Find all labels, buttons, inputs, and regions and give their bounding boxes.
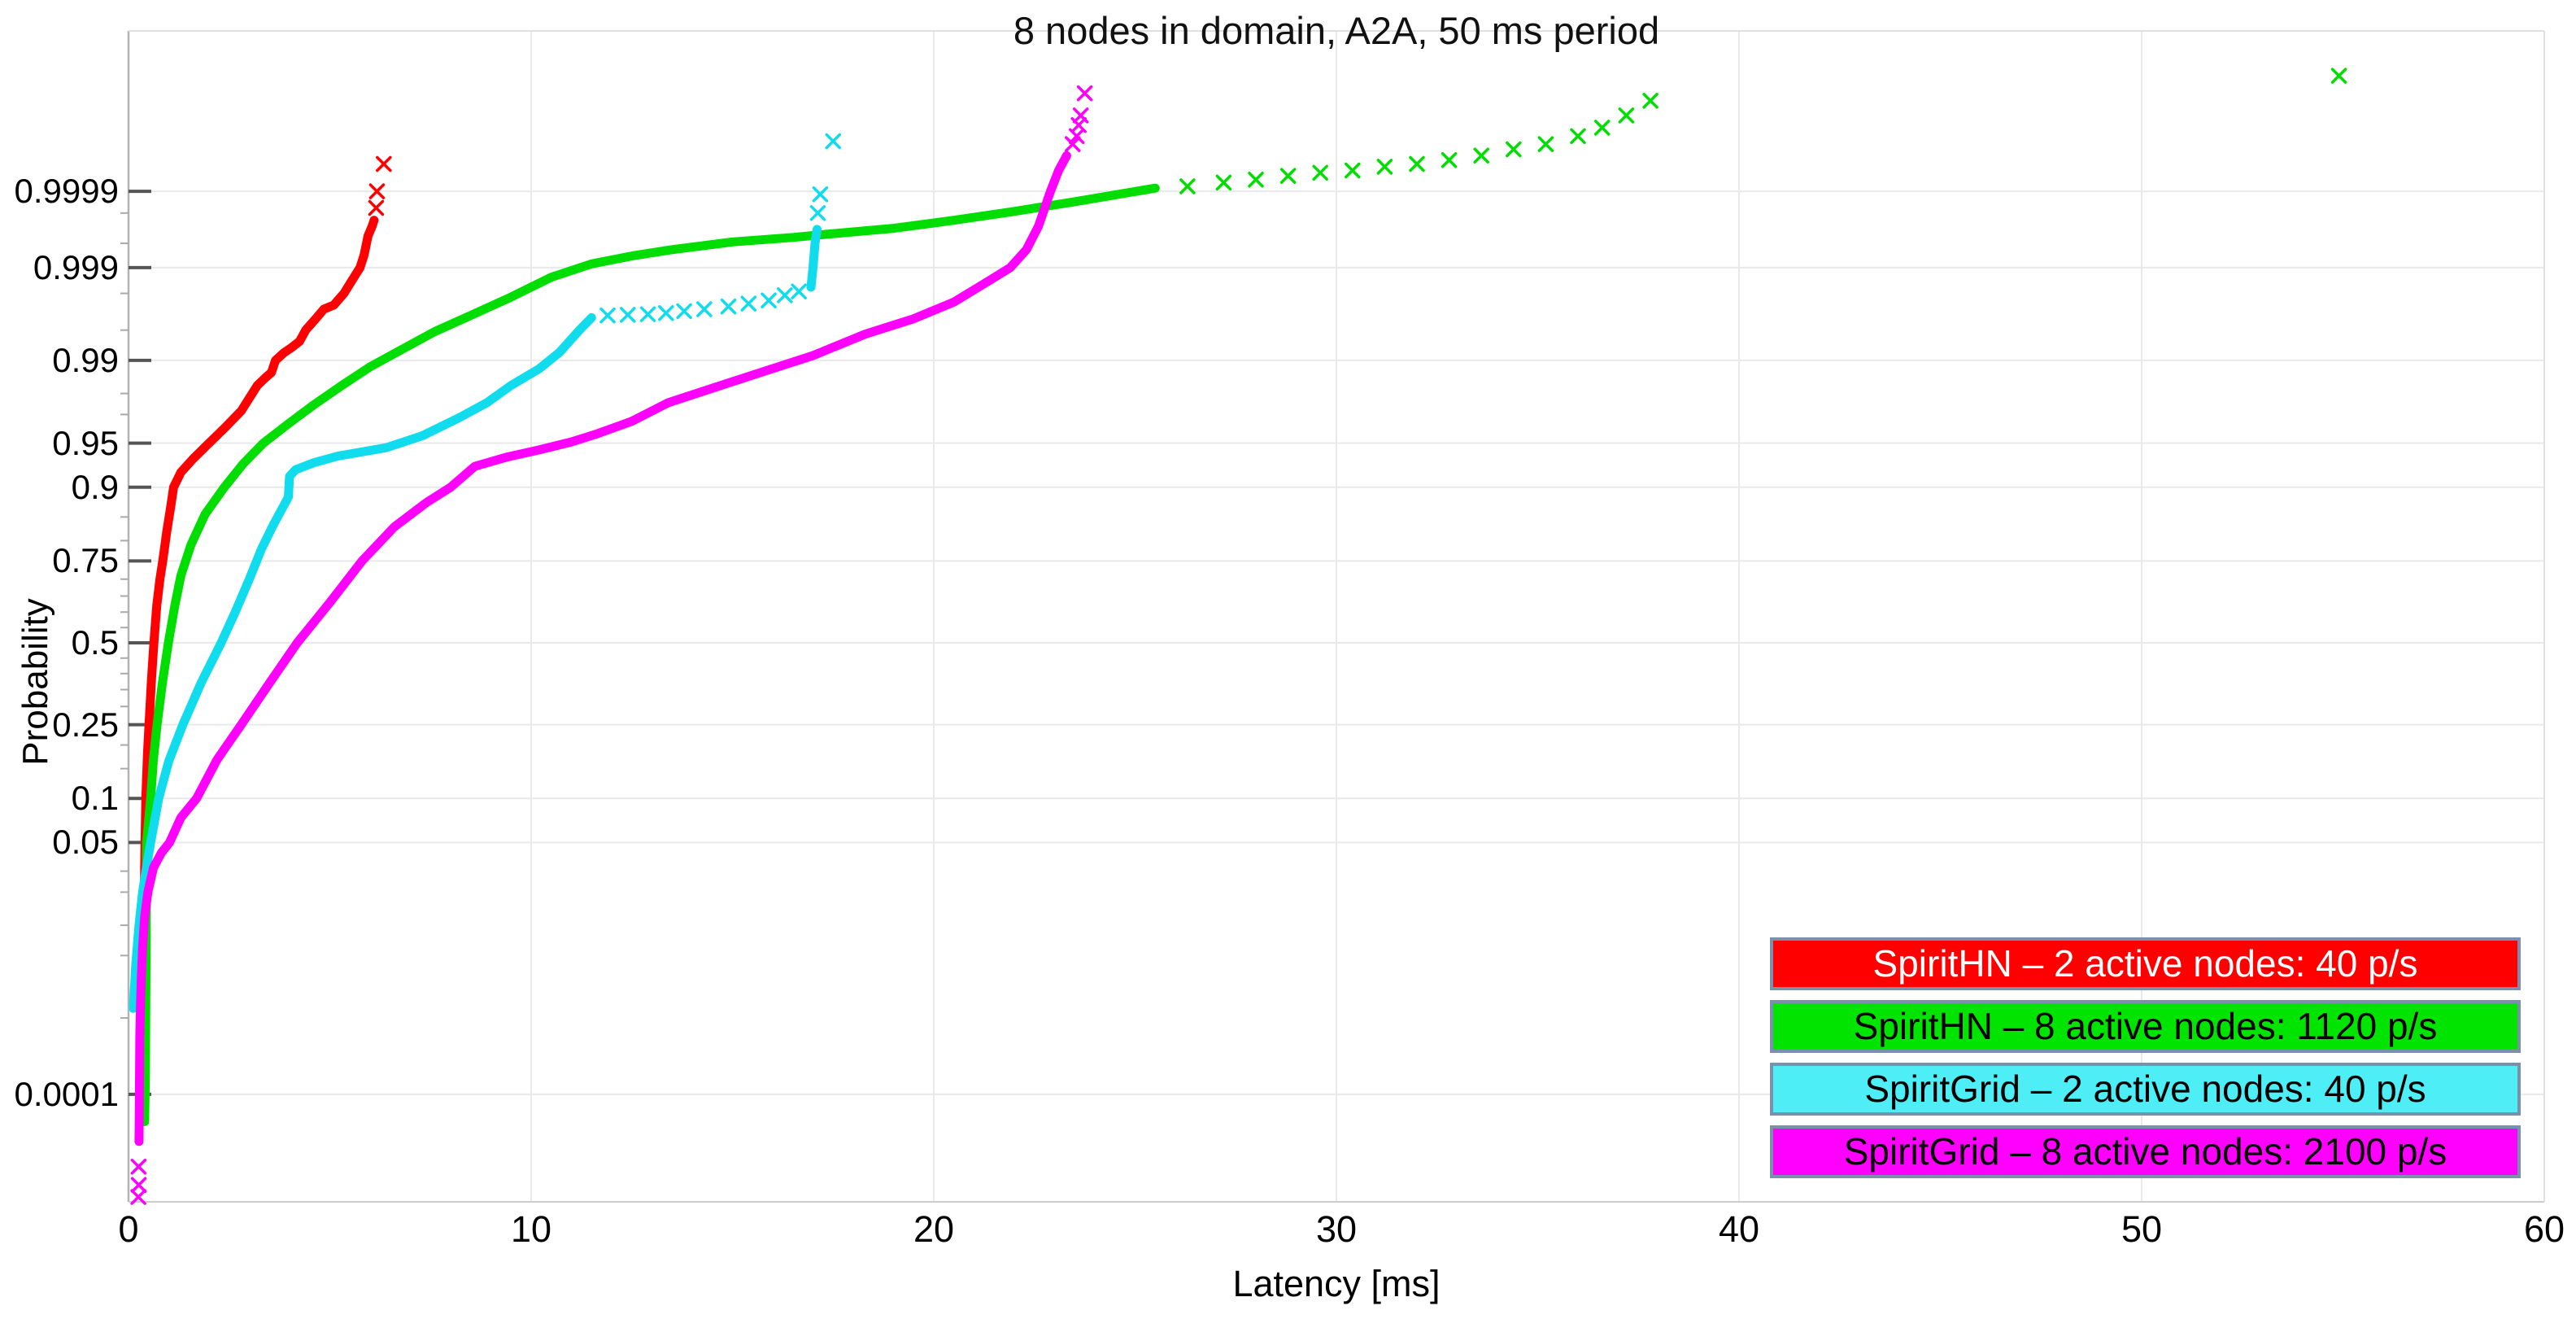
x-tick-label: 50 <box>2121 1208 2163 1250</box>
x-tick-label: 10 <box>510 1208 552 1250</box>
legend-entry-spirithn-8: SpiritHN – 8 active nodes: 1120 p/s <box>1770 1000 2521 1053</box>
y-tick-label: 0.9999 <box>14 172 119 211</box>
x-tick-label: 30 <box>1315 1208 1358 1250</box>
gridlines <box>128 31 2545 1202</box>
plot-border <box>127 30 2545 1203</box>
y-tick-label: 0.95 <box>52 423 119 462</box>
y-tick-label: 0.9 <box>71 467 119 506</box>
curve-spiritgrid-2 <box>129 133 841 1013</box>
x-tick-label: 40 <box>1718 1208 1760 1250</box>
y-tick-label: 0.25 <box>52 705 119 744</box>
curve-spirithn-2 <box>137 155 392 1023</box>
curve-spirithn-8 <box>140 68 2347 1126</box>
y-tick-label: 0.05 <box>52 823 119 862</box>
y-tick-label: 0.999 <box>33 247 119 286</box>
y-tick-label: 0.0001 <box>14 1074 119 1113</box>
legend-entry-spiritgrid-2: SpiritGrid – 2 active nodes: 40 p/s <box>1770 1063 2521 1116</box>
x-axis-label: Latency [ms] <box>1232 1263 1441 1304</box>
y-tick-label: 0.99 <box>52 340 119 379</box>
legend: SpiritHN – 2 active nodes: 40 p/s SpiritH… <box>1770 937 2521 1188</box>
legend-entry-spirithn-2: SpiritHN – 2 active nodes: 40 p/s <box>1770 937 2521 990</box>
x-tick-label: 0 <box>118 1208 139 1250</box>
chart-title: 8 nodes in domain, A2A, 50 ms period <box>1013 9 1660 52</box>
y-tick-label: 0.5 <box>71 623 119 662</box>
y-tick-label: 0.75 <box>52 541 119 580</box>
curve-spiritgrid-8 <box>130 85 1093 1205</box>
legend-entry-spiritgrid-8: SpiritGrid – 8 active nodes: 2100 p/s <box>1770 1125 2521 1178</box>
x-tick-label: 60 <box>2523 1208 2565 1250</box>
x-tick-label: 20 <box>913 1208 955 1250</box>
y-tick-label: 0.1 <box>71 779 119 818</box>
